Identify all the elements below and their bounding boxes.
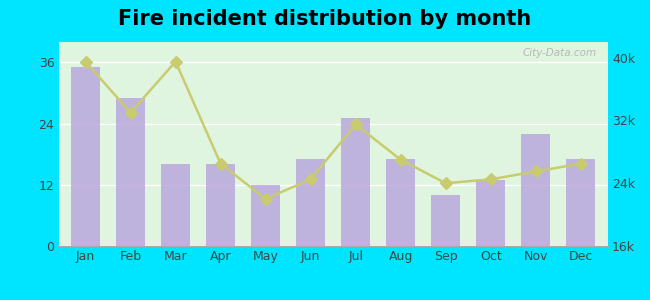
Legend: Highfill, AR, Arkansas: Highfill, AR, Arkansas bbox=[238, 297, 428, 300]
Bar bbox=[566, 159, 595, 246]
Text: Fire incident distribution by month: Fire incident distribution by month bbox=[118, 9, 532, 29]
Bar bbox=[296, 159, 325, 246]
Text: City-Data.com: City-Data.com bbox=[523, 48, 597, 58]
Bar bbox=[431, 195, 460, 246]
Bar bbox=[161, 164, 190, 246]
Bar bbox=[476, 180, 505, 246]
Bar bbox=[116, 98, 145, 246]
Bar bbox=[386, 159, 415, 246]
Bar bbox=[71, 68, 100, 246]
Bar bbox=[521, 134, 551, 246]
Bar bbox=[251, 185, 280, 246]
Bar bbox=[206, 164, 235, 246]
Bar bbox=[341, 118, 370, 246]
